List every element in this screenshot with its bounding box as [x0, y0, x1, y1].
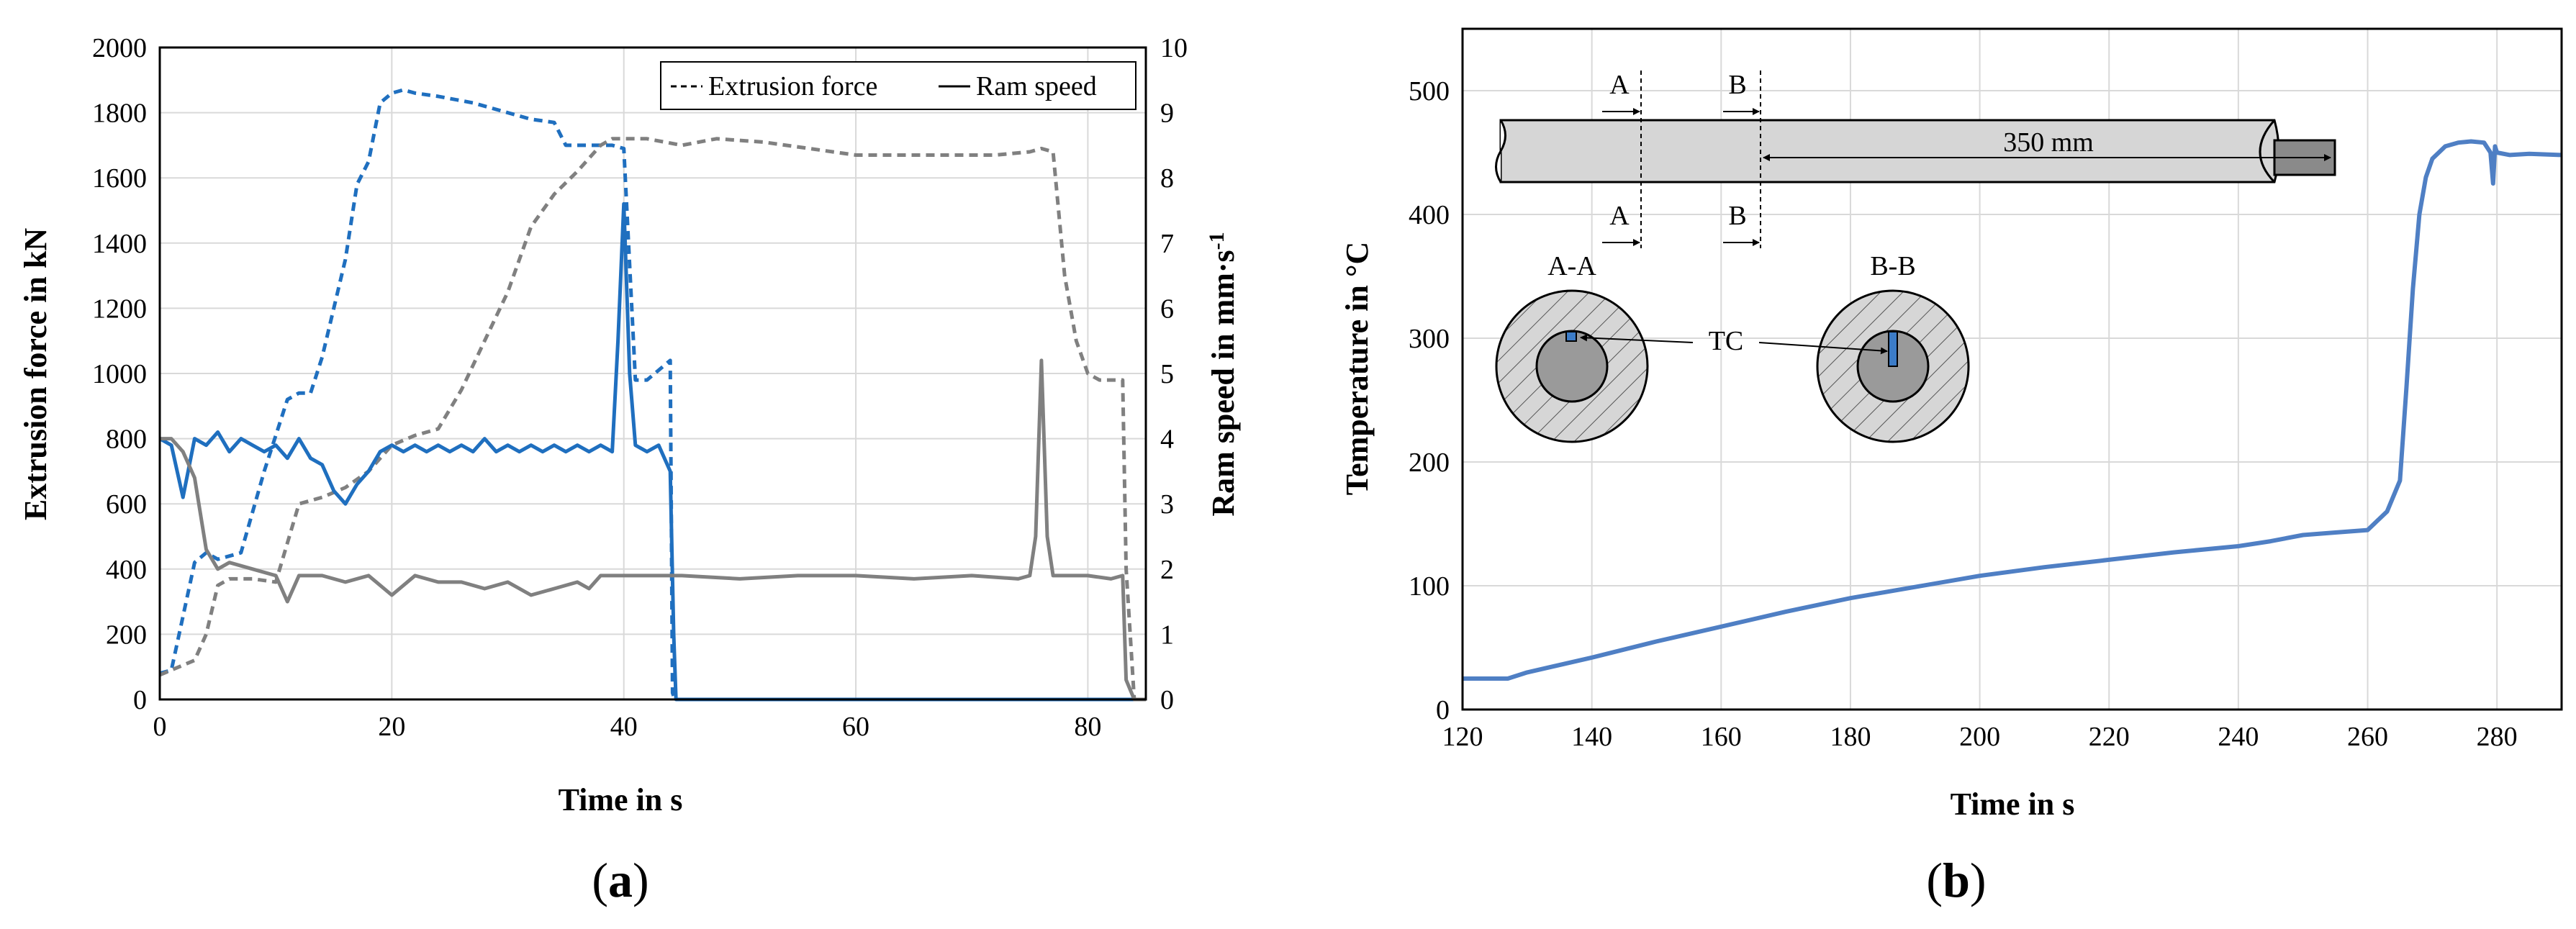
chart-b-x-tick-label: 220 [2089, 722, 2130, 752]
chart-a-x-tick-label: 60 [842, 712, 869, 742]
chart-b-y-ticks: 0 100 200 300 400 500 [1409, 76, 1450, 725]
chart-b-y-tick-label: 400 [1409, 200, 1450, 230]
chart-a-y-tick-label-right: 5 [1160, 359, 1174, 389]
chart-a-y-tick-label-left: 600 [106, 489, 147, 520]
thermocouple-label: TC [1709, 326, 1744, 356]
panel-label-a: (a) [592, 853, 648, 907]
chart-b-x-tick-label: 260 [2347, 722, 2388, 752]
chart-a: 0 20 40 60 80 020040060080010001200140016001… [18, 33, 1241, 907]
chart-a-y-tick-label-right: 7 [1160, 229, 1174, 259]
chart-b-series [1463, 139, 2562, 681]
chart-a-y-tick-label-left: 1800 [92, 99, 147, 129]
chart-a-y-tick-label-left: 1000 [92, 359, 147, 389]
chart-b: 120 140 160 180 200 220 240 260 280 0 100 200 300 40… [1339, 27, 2563, 907]
dimension-label: 350 mm [2003, 127, 2094, 158]
section-aa-title: A-A [1547, 251, 1596, 281]
chart-b-x-tick-label: 140 [1571, 722, 1612, 752]
chart-a-plot-frame [158, 46, 1147, 701]
chart-a-y-ticks-right: 0 1 2 3 4 5 6 7 8 9 10 [1160, 33, 1188, 715]
legend-label-ram-speed: Ram speed [976, 71, 1097, 101]
chart-a-y-tick-label-left: 0 [133, 685, 147, 715]
chart-b-y-tick-label: 300 [1409, 324, 1450, 354]
billet-body [1499, 119, 2280, 183]
chart-a-y-tick-label-left: 1600 [92, 163, 147, 194]
chart-a-y-tick-label-left: 200 [106, 620, 147, 650]
chart-a-y-tick-label-right: 2 [1160, 555, 1174, 585]
section-bb-title: B-B [1870, 251, 1915, 281]
chart-a-x-axis-title: Time in s [559, 782, 683, 817]
chart-a-gridlines [160, 47, 1146, 699]
chart-a-legend: Extrusion force Ram speed [660, 61, 1136, 110]
chart-a-x-ticks: 0 20 40 60 80 [153, 712, 1102, 742]
chart-b-y-tick-label: 500 [1409, 76, 1450, 107]
legend-box [660, 61, 1136, 110]
thermocouple-leader-a [1580, 334, 1694, 343]
chart-a-x-tick-label: 20 [378, 712, 405, 742]
chart-b-x-tick-label: 120 [1442, 722, 1483, 752]
chart-a-x-tick-label: 80 [1074, 712, 1101, 742]
chart-a-y-tick-label-left: 1400 [92, 229, 147, 259]
chart-b-x-tick-label: 280 [2477, 722, 2518, 752]
chart-a-y-tick-label-right: 3 [1160, 489, 1174, 520]
chart-a-y-tick-label-right: 8 [1160, 163, 1174, 194]
chart-a-y-tick-label-right: 9 [1160, 99, 1174, 129]
chart-b-series-line-0 [1463, 139, 2562, 681]
thermocouple-a-marker [1565, 331, 1577, 342]
section-a-bottom-label: A [1609, 201, 1630, 231]
chart-b-y-tick-label: 200 [1409, 448, 1450, 478]
thermocouple-leader-b [1758, 342, 1888, 355]
legend-label-extrusion-force: Extrusion force [708, 71, 877, 101]
chart-a-y-ticks-left: 0 200 400 600 800 1000 1200 1400 1600 1800 2000 [92, 33, 147, 715]
chart-a-y-tick-label-right: 4 [1160, 425, 1174, 455]
chart-b-x-tick-label: 160 [1701, 722, 1742, 752]
chart-a-x-tick-label: 0 [153, 712, 167, 742]
chart-b-x-axis-title: Time in s [1951, 787, 2075, 822]
chart-a-y-tick-label-left: 1200 [92, 294, 147, 324]
chart-a-series [158, 88, 1146, 702]
chart-b-x-tick-label: 240 [2218, 722, 2259, 752]
thermocouple-b-marker [1888, 331, 1898, 367]
chart-a-y-tick-label-right: 10 [1160, 33, 1188, 63]
section-b-bottom-label: B [1728, 201, 1746, 231]
chart-a-y-axis-title-right: Ram speed in mm·s-1 [1205, 232, 1241, 516]
panel-label-b: (b) [1926, 853, 1986, 907]
chart-b-x-tick-label: 180 [1830, 722, 1871, 752]
chart-a-y-tick-label-left: 400 [106, 555, 147, 585]
chart-a-y-tick-label-right: 0 [1160, 685, 1174, 715]
inset-schematic: A A B B 350 mm A-A B-B TC [1495, 70, 2336, 443]
section-b-top-label: B [1728, 70, 1746, 100]
chart-b-y-tick-label: 100 [1409, 571, 1450, 602]
section-a-top-label: A [1609, 70, 1630, 100]
chart-a-series-line-3 [160, 358, 1146, 702]
chart-b-plot-frame [1461, 27, 2563, 711]
chart-a-y-tick-label-left: 800 [106, 425, 147, 455]
chart-a-y-tick-label-left: 2000 [92, 33, 147, 63]
chart-a-series-line-2 [158, 201, 1146, 702]
chart-b-x-tick-label: 200 [1959, 722, 2000, 752]
chart-a-y-tick-label-right: 6 [1160, 294, 1174, 324]
billet-end-notch [2259, 119, 2276, 183]
chart-b-y-axis-title: Temperature in °C [1339, 242, 1375, 495]
chart-b-x-ticks: 120 140 160 180 200 220 240 260 280 [1442, 722, 2518, 752]
chart-a-x-tick-label: 40 [610, 712, 638, 742]
chart-a-y-axis-title-left: Extrusion force in kN [18, 228, 53, 520]
chart-b-y-tick-label: 0 [1436, 695, 1450, 725]
billet-break-line [1495, 119, 1506, 183]
chart-a-y-tick-label-right: 1 [1160, 620, 1174, 650]
chart-a-series-line-0 [159, 88, 677, 700]
chart-a-series-line-1 [159, 137, 1136, 700]
